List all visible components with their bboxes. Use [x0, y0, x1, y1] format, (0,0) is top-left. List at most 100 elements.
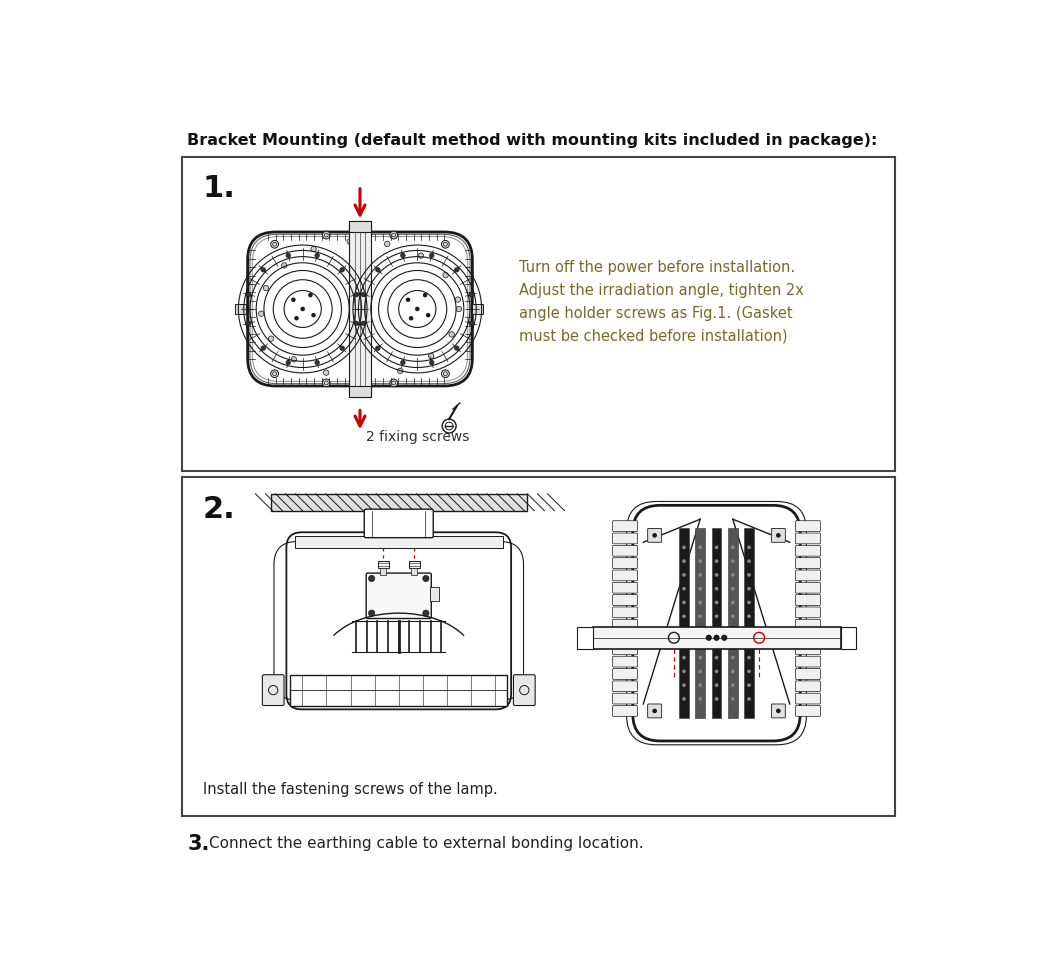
Circle shape: [424, 294, 427, 297]
Circle shape: [454, 346, 459, 351]
FancyBboxPatch shape: [647, 529, 662, 543]
Circle shape: [653, 709, 657, 714]
Bar: [409, 561, 419, 569]
Circle shape: [683, 685, 685, 687]
Circle shape: [748, 547, 750, 549]
Bar: [411, 569, 417, 575]
Circle shape: [469, 293, 474, 297]
Circle shape: [454, 268, 459, 273]
Circle shape: [731, 547, 734, 549]
FancyBboxPatch shape: [796, 632, 821, 643]
Circle shape: [748, 574, 750, 576]
FancyBboxPatch shape: [613, 645, 638, 655]
Circle shape: [423, 576, 429, 582]
Circle shape: [748, 698, 750, 700]
Circle shape: [776, 709, 781, 714]
Circle shape: [683, 629, 685, 632]
Circle shape: [315, 361, 320, 366]
FancyBboxPatch shape: [613, 583, 638, 594]
Circle shape: [731, 629, 734, 632]
Circle shape: [354, 322, 358, 327]
Circle shape: [449, 333, 454, 337]
Circle shape: [683, 615, 685, 618]
Circle shape: [247, 322, 251, 327]
Circle shape: [731, 643, 734, 645]
FancyBboxPatch shape: [613, 607, 638, 618]
Circle shape: [683, 671, 685, 673]
Circle shape: [429, 354, 434, 359]
Bar: [182, 157, 894, 471]
Circle shape: [315, 254, 320, 258]
Circle shape: [268, 336, 274, 342]
Bar: [235, 305, 246, 314]
FancyBboxPatch shape: [647, 704, 662, 718]
Circle shape: [291, 357, 296, 363]
Circle shape: [390, 379, 397, 387]
Circle shape: [410, 317, 413, 321]
Bar: [352, 389, 368, 395]
Circle shape: [748, 588, 750, 591]
Circle shape: [731, 560, 734, 562]
Circle shape: [261, 346, 266, 351]
Circle shape: [721, 635, 727, 642]
Bar: [728, 529, 738, 718]
FancyBboxPatch shape: [514, 675, 535, 706]
Circle shape: [699, 574, 701, 576]
FancyBboxPatch shape: [613, 693, 638, 704]
Circle shape: [286, 254, 290, 258]
Circle shape: [375, 346, 380, 351]
Circle shape: [292, 299, 295, 302]
Circle shape: [469, 322, 474, 327]
Circle shape: [748, 629, 750, 632]
FancyBboxPatch shape: [771, 529, 785, 543]
FancyBboxPatch shape: [613, 656, 638, 667]
Bar: [349, 222, 371, 233]
Bar: [182, 477, 894, 816]
Circle shape: [369, 610, 375, 616]
FancyBboxPatch shape: [796, 607, 821, 618]
Circle shape: [699, 588, 701, 591]
FancyBboxPatch shape: [796, 546, 821, 556]
Circle shape: [731, 671, 734, 673]
Circle shape: [362, 293, 366, 297]
FancyBboxPatch shape: [796, 682, 821, 692]
Circle shape: [748, 685, 750, 687]
Circle shape: [748, 601, 750, 604]
Circle shape: [716, 560, 718, 562]
Circle shape: [716, 671, 718, 673]
Circle shape: [442, 273, 449, 279]
Circle shape: [339, 346, 345, 351]
Circle shape: [400, 361, 406, 366]
Circle shape: [748, 560, 750, 562]
Circle shape: [716, 547, 718, 549]
Text: 1.: 1.: [203, 174, 235, 203]
Circle shape: [286, 361, 290, 366]
Circle shape: [716, 601, 718, 604]
Bar: [377, 561, 389, 569]
FancyBboxPatch shape: [613, 558, 638, 569]
Circle shape: [400, 254, 406, 258]
Circle shape: [282, 263, 287, 269]
Circle shape: [683, 601, 685, 604]
Bar: [744, 529, 754, 718]
Circle shape: [683, 698, 685, 700]
Circle shape: [731, 574, 734, 576]
Circle shape: [441, 242, 449, 248]
Circle shape: [731, 657, 734, 659]
FancyBboxPatch shape: [365, 510, 433, 538]
Bar: [579, 636, 591, 641]
Circle shape: [699, 657, 701, 659]
Circle shape: [271, 371, 279, 378]
FancyBboxPatch shape: [796, 693, 821, 704]
Circle shape: [390, 232, 397, 240]
Circle shape: [731, 685, 734, 687]
FancyBboxPatch shape: [796, 656, 821, 667]
Bar: [712, 529, 721, 718]
Circle shape: [748, 657, 750, 659]
Circle shape: [699, 698, 701, 700]
Circle shape: [731, 615, 734, 618]
Circle shape: [699, 643, 701, 645]
FancyBboxPatch shape: [796, 595, 821, 605]
Circle shape: [375, 268, 380, 273]
Circle shape: [407, 299, 410, 302]
